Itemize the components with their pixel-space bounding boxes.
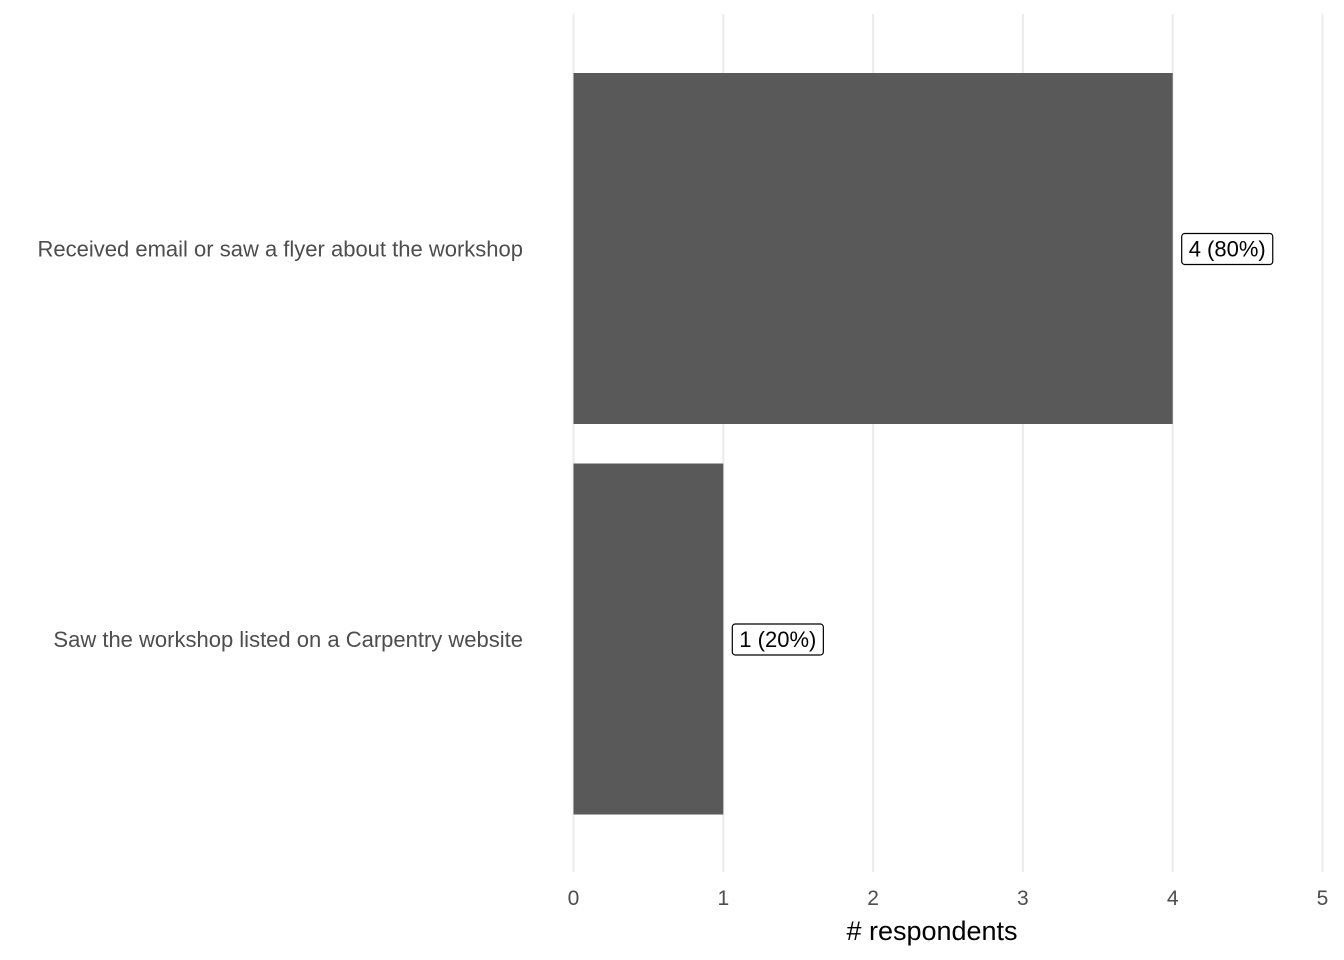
- x-tick-label: 5: [1317, 887, 1329, 910]
- data-label-box: [1181, 232, 1274, 266]
- data-label-box: [731, 623, 824, 656]
- x-tick-label: 2: [867, 887, 879, 910]
- data-label: 1 (20%): [731, 623, 824, 656]
- data-label-text: 1 (20%): [739, 627, 816, 652]
- x-axis-ticks: 0 1 2 3 4 5: [568, 887, 1329, 910]
- data-label-text: 4 (80%): [1189, 237, 1266, 262]
- bars: [573, 73, 1173, 815]
- bar: [573, 73, 1173, 424]
- category-label: Received email or saw a flyer about the …: [38, 237, 523, 262]
- data-label: 4 (80%): [1181, 232, 1274, 266]
- bar: [573, 463, 724, 815]
- x-tick-label: 0: [568, 887, 580, 910]
- x-tick-label: 1: [717, 887, 729, 910]
- x-tick-label: 3: [1017, 887, 1029, 910]
- category-labels: Received email or saw a flyer about the …: [38, 237, 523, 653]
- data-labels: 4 (80%) 1 (20%): [731, 232, 1274, 656]
- x-tick-label: 4: [1167, 887, 1179, 910]
- x-axis-title: # respondents: [846, 916, 1017, 946]
- category-label: Saw the workshop listed on a Carpentry w…: [53, 627, 523, 652]
